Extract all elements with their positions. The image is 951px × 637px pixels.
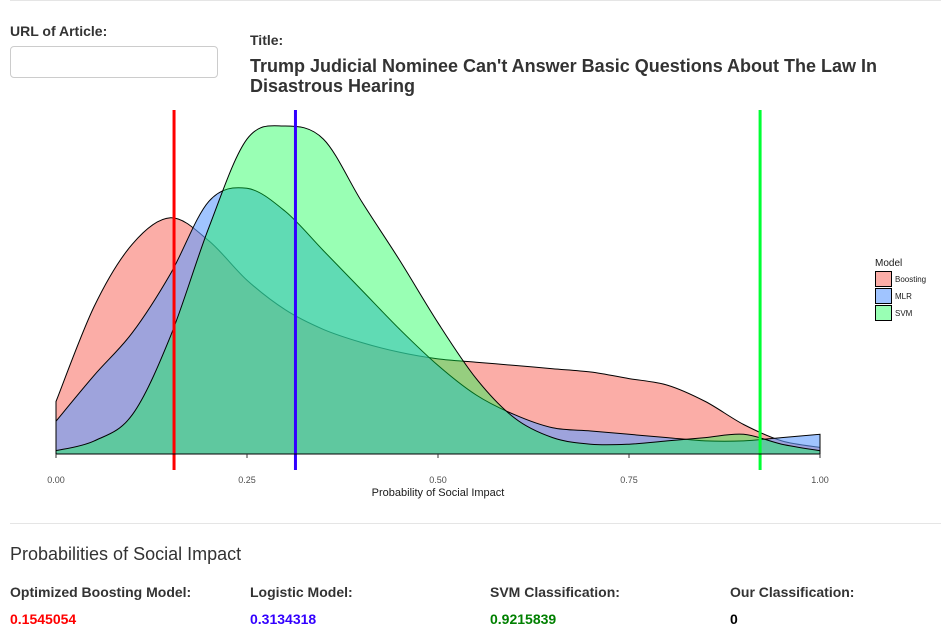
our-classification-label: Our Classification: [730, 584, 855, 600]
legend-label-mlr: MLR [895, 292, 912, 301]
legend-key-svm [875, 305, 892, 321]
logistic-value: 0.3134318 [250, 611, 317, 627]
probabilities-heading: Probabilities of Social Impact [10, 544, 242, 564]
url-input[interactable] [10, 46, 218, 78]
legend-title: Model [875, 258, 902, 269]
svm-label: SVM Classification: [490, 584, 620, 600]
density-area-mlr [55, 187, 821, 455]
title-label: Title: [250, 32, 284, 48]
svm-value: 0.9215839 [490, 611, 557, 627]
x-tick-label: 0.00 [47, 475, 65, 485]
x-tick-label: 0.25 [238, 475, 256, 485]
legend-label-svm: SVM [895, 309, 913, 318]
our-classification-value: 0 [730, 611, 738, 627]
density-chart: 0.00 0.25 0.50 0.75 1.00 Probability of Soci… [47, 110, 926, 499]
x-tick-label: 1.00 [811, 475, 829, 485]
x-axis-label: Probability of Social Impact [372, 487, 505, 499]
top-divider [10, 0, 941, 1]
legend-label-boosting: Boosting [895, 275, 926, 284]
article-title: Trump Judicial Nominee Can't Answer Basi… [250, 56, 878, 96]
x-tick-label: 0.50 [429, 475, 447, 485]
legend: Model Boosting MLR SVM [875, 258, 926, 321]
density-area-svm [55, 125, 821, 455]
url-label: URL of Article: [10, 23, 108, 39]
logistic-label: Logistic Model: [250, 584, 353, 600]
legend-key-mlr [875, 288, 892, 304]
x-tick-label: 0.75 [620, 475, 638, 485]
section-divider [10, 523, 941, 524]
x-axis-ticks: 0.00 0.25 0.50 0.75 1.00 [47, 454, 829, 485]
density-areas [55, 125, 821, 455]
boosting-label: Optimized Boosting Model: [10, 584, 192, 600]
boosting-value: 0.1545054 [10, 611, 77, 627]
legend-key-boosting [875, 271, 892, 287]
probability-lines [172, 110, 762, 470]
